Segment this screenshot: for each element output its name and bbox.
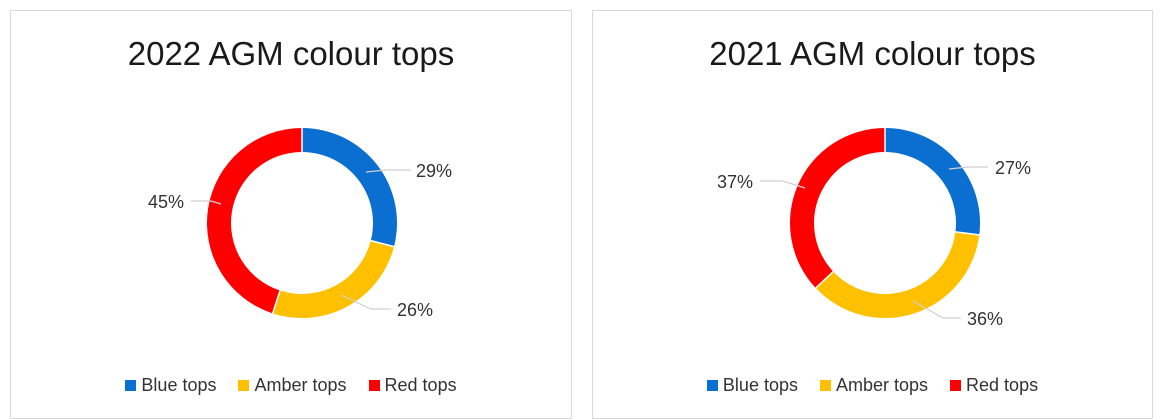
legend-label: Red tops (384, 375, 457, 395)
data-label: 36% (967, 309, 1003, 329)
donut-slice-amber-tops (815, 231, 980, 318)
leader-line (912, 300, 961, 319)
slice-separator (815, 271, 834, 289)
leader-line (760, 180, 806, 189)
donut-chart-2022: 29% 26% 45% (148, 128, 452, 320)
legend-swatch-red (368, 380, 380, 391)
legend-item-red: Red tops (950, 375, 1038, 396)
legend: Blue tops Amber tops Red tops (593, 375, 1152, 396)
donut-slice-red-tops (790, 128, 885, 289)
slice-separator (271, 290, 281, 314)
chart-title: 2021 AGM colour tops (709, 35, 1036, 72)
donut-slice-blue-tops (302, 128, 398, 247)
leader-line (365, 169, 411, 173)
leader-line (340, 294, 391, 310)
legend-swatch-blue (125, 380, 137, 391)
legend-label: Amber tops (254, 375, 347, 395)
data-label: 37% (717, 172, 753, 192)
data-label: 45% (148, 192, 184, 212)
legend: Blue tops Amber tops Red tops (11, 375, 571, 396)
legend-item-red: Red tops (368, 375, 457, 396)
legend-swatch-amber (819, 380, 831, 391)
chart-panel-2022: 2022 AGM colour tops 29% 26% 45% Blue tops… (10, 10, 572, 419)
donut-slice-blue-tops (885, 128, 980, 235)
donut-slice-red-tops (207, 128, 302, 314)
data-label: 29% (416, 161, 452, 181)
legend-item-blue: Blue tops (706, 375, 798, 396)
legend-swatch-red (950, 380, 962, 391)
data-label: 26% (397, 300, 433, 320)
legend-item-blue: Blue tops (125, 375, 216, 396)
legend-label: Red tops (966, 375, 1039, 395)
chart-panel-2021: 2021 AGM colour tops 27% 36% 37% Blue tops… (592, 10, 1153, 419)
legend-swatch-blue (706, 380, 718, 391)
legend-item-amber: Amber tops (238, 375, 347, 396)
data-label: 27% (995, 158, 1031, 178)
slice-separator (955, 231, 980, 236)
donut-slice-amber-tops (272, 240, 395, 319)
donut-chart-2021: 27% 36% 37% (717, 128, 1031, 329)
chart-title: 2022 AGM colour tops (127, 35, 455, 72)
legend-swatch-amber (238, 380, 250, 391)
legend-label: Blue tops (722, 375, 798, 395)
legend-label: Blue tops (141, 375, 217, 395)
leader-line (948, 166, 988, 170)
legend-label: Amber tops (835, 375, 929, 395)
slice-separator (370, 239, 395, 248)
leader-line (191, 200, 222, 205)
legend-item-amber: Amber tops (819, 375, 929, 396)
